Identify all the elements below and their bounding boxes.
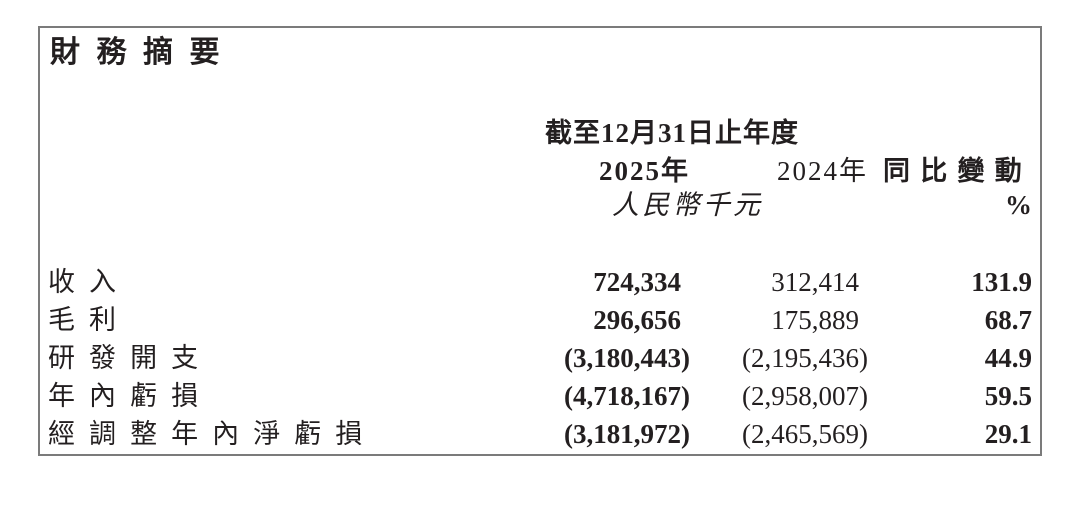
value-yoy-change: 68.7 [984, 305, 1032, 335]
table-row-rd-expenses: 研發開支 (3,180,443) (2,195,436) 44.9 [40, 339, 1040, 377]
value-yoy-change: 131.9 [971, 267, 1032, 297]
row-label: 經調整年內淨虧損 [48, 419, 377, 449]
row-label: 毛利 [48, 305, 131, 335]
row-label: 收入 [48, 267, 131, 297]
row-label: 年內虧損 [48, 381, 213, 411]
value-2024: 175,889 [771, 305, 859, 335]
percent-unit-label: % [1005, 190, 1032, 220]
column-header-2025: 2025年 [599, 156, 690, 186]
value-2025: (3,181,972) [564, 419, 690, 449]
table-row-loss-for-year: 年內虧損 (4,718,167) (2,958,007) 59.5 [40, 377, 1040, 415]
period-header: 截至12月31日止年度 [545, 118, 799, 148]
value-yoy-change: 44.9 [984, 343, 1032, 373]
value-2024: 312,414 [771, 267, 859, 297]
column-header-2024: 2024年 [777, 156, 868, 186]
table-row-gross-profit: 毛利 296,656 175,889 68.7 [40, 301, 1040, 339]
value-yoy-change: 59.5 [984, 381, 1032, 411]
panel-title: 財務摘要 [50, 36, 236, 69]
value-2025: (4,718,167) [564, 381, 690, 411]
value-2024: (2,958,007) [742, 381, 868, 411]
row-label: 研發開支 [48, 343, 213, 373]
table-body: 收入 724,334 312,414 131.9 毛利 296,656 175,… [40, 263, 1040, 453]
table-row-revenue: 收入 724,334 312,414 131.9 [40, 263, 1040, 301]
unit-row: 人民幣千元 % [40, 188, 1040, 222]
value-2025: (3,180,443) [564, 343, 690, 373]
value-2025: 296,656 [593, 305, 681, 335]
financial-summary-panel: 財務摘要 截至12月31日止年度 2025年 2024年 同比變動 人民幣千元 … [38, 26, 1042, 456]
column-header-row: 2025年 2024年 同比變動 [40, 154, 1040, 188]
value-2025: 724,334 [593, 267, 681, 297]
column-header-yoy-change: 同比變動 [882, 156, 1032, 186]
table-row-adjusted-net-loss: 經調整年內淨虧損 (3,181,972) (2,465,569) 29.1 [40, 415, 1040, 453]
currency-unit-label: 人民幣千元 [612, 190, 764, 220]
value-yoy-change: 29.1 [984, 419, 1032, 449]
value-2024: (2,195,436) [742, 343, 868, 373]
value-2024: (2,465,569) [742, 419, 868, 449]
